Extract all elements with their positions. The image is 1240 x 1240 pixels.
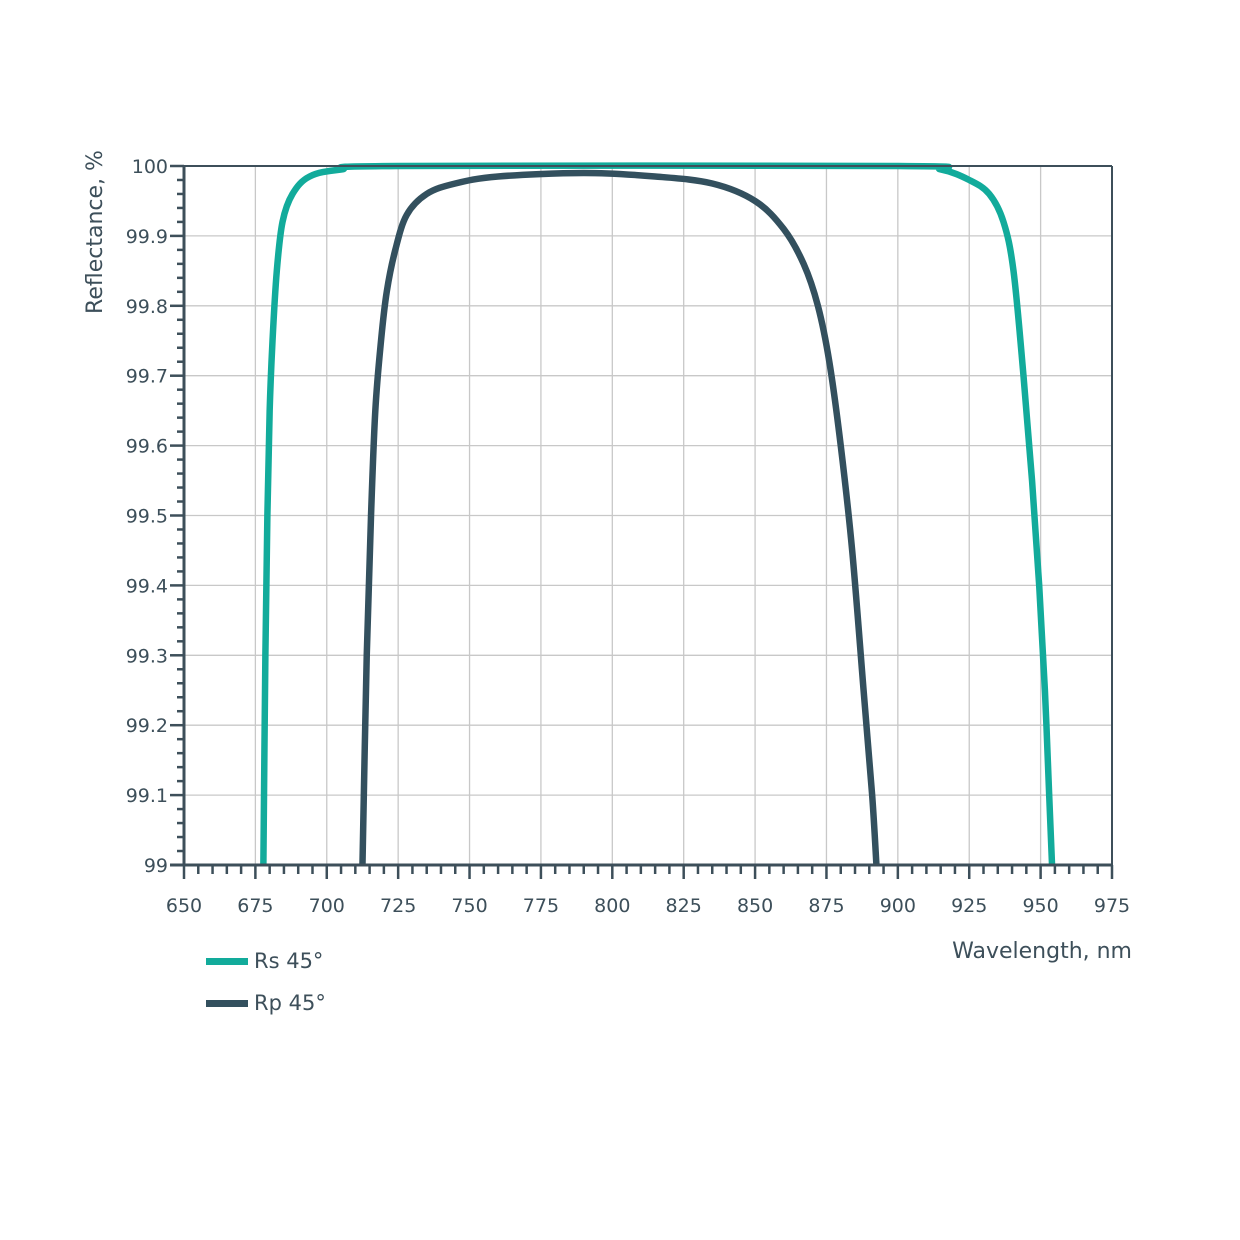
x-tick-label: 950 xyxy=(1022,895,1058,917)
y-tick-label: 99.9 xyxy=(126,226,168,248)
x-axis-title: Wavelength, nm xyxy=(952,939,1132,964)
legend-item-rp: Rp 45° xyxy=(206,982,326,1024)
x-tick-label: 900 xyxy=(880,895,916,917)
y-tick-label: 99.3 xyxy=(126,645,168,667)
y-tick-label: 99.4 xyxy=(126,575,168,597)
legend: Rs 45° Rp 45° xyxy=(206,940,326,1024)
y-tick-label: 99 xyxy=(144,855,168,877)
y-tick-label: 99.1 xyxy=(126,785,168,807)
x-tick-label: 750 xyxy=(451,895,487,917)
grid-lines xyxy=(184,166,1112,865)
x-tick-label: 700 xyxy=(309,895,345,917)
x-tick-label: 875 xyxy=(808,895,844,917)
y-axis-title: Reflectance, % xyxy=(83,150,108,314)
x-tick-label: 775 xyxy=(523,895,559,917)
axes: 650 675 700 725 750 775 800 825 850 875 900 925 950 9… xyxy=(126,156,1130,917)
x-tick-label: 800 xyxy=(594,895,630,917)
y-tick-label: 99.2 xyxy=(126,715,168,737)
legend-label-rp: Rp 45° xyxy=(254,991,326,1015)
legend-item-rs: Rs 45° xyxy=(206,940,326,982)
legend-swatch-rp xyxy=(206,999,248,1007)
x-tick-label: 925 xyxy=(951,895,987,917)
y-tick-label: 99.7 xyxy=(126,366,168,388)
series-line-1 xyxy=(359,169,880,866)
legend-label-rs: Rs 45° xyxy=(254,949,324,973)
y-tick-label: 99.5 xyxy=(126,506,168,528)
x-tick-label: 725 xyxy=(380,895,416,917)
x-tick-label: 975 xyxy=(1094,895,1130,917)
x-tick-label: 825 xyxy=(666,895,702,917)
legend-swatch-rs xyxy=(206,957,248,965)
y-tick-label: 100 xyxy=(132,156,168,178)
x-tick-label: 675 xyxy=(237,895,273,917)
x-tick-label: 850 xyxy=(737,895,773,917)
y-tick-label: 99.6 xyxy=(126,436,168,458)
x-tick-label: 650 xyxy=(166,895,202,917)
y-tick-label: 99.8 xyxy=(126,296,168,318)
